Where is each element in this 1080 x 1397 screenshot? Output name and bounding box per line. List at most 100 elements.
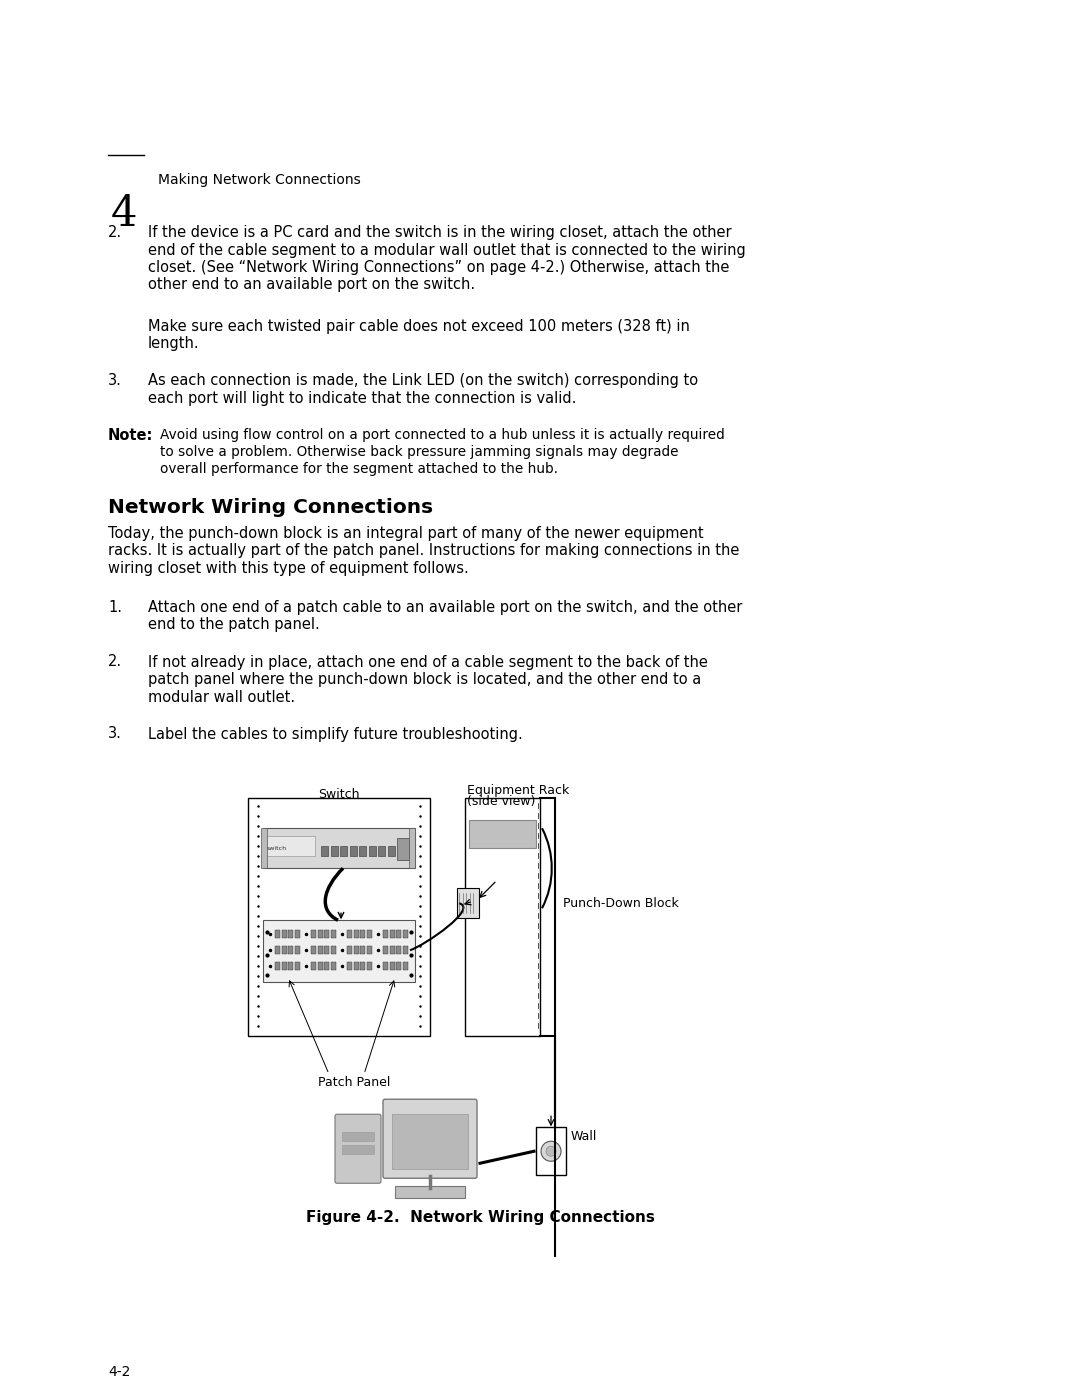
Text: Figure 4-2.  Network Wiring Connections: Figure 4-2. Network Wiring Connections <box>306 1210 654 1225</box>
Bar <box>388 847 394 856</box>
Bar <box>342 1132 374 1141</box>
Bar <box>318 930 323 939</box>
Text: Switch: Switch <box>319 788 360 802</box>
Bar <box>330 847 337 856</box>
Bar <box>340 847 347 856</box>
Bar <box>395 1186 465 1199</box>
Bar <box>457 888 480 918</box>
Bar <box>353 946 359 954</box>
Text: Punch-Down Block: Punch-Down Block <box>563 897 678 909</box>
Text: patch panel where the punch-down block is located, and the other end to a: patch panel where the punch-down block i… <box>148 672 701 687</box>
Bar <box>288 930 293 939</box>
Bar <box>366 963 372 971</box>
Text: As each connection is made, the Link LED (on the switch) corresponding to: As each connection is made, the Link LED… <box>148 373 698 388</box>
Bar <box>318 946 323 954</box>
Bar <box>347 930 352 939</box>
Bar <box>390 946 394 954</box>
Bar <box>275 930 280 939</box>
Bar <box>366 946 372 954</box>
Bar <box>353 963 359 971</box>
Bar <box>350 847 356 856</box>
Bar <box>360 930 365 939</box>
Text: 4-2: 4-2 <box>108 1365 131 1379</box>
Text: closet. (See “Network Wiring Connections” on page 4-2.) Otherwise, attach the: closet. (See “Network Wiring Connections… <box>148 260 729 275</box>
Bar <box>295 930 299 939</box>
Bar <box>360 946 365 954</box>
Bar <box>403 963 407 971</box>
Text: other end to an available port on the switch.: other end to an available port on the sw… <box>148 278 475 292</box>
Text: Making Network Connections: Making Network Connections <box>158 173 361 187</box>
Text: Today, the punch-down block is an integral part of many of the newer equipment: Today, the punch-down block is an integr… <box>108 527 704 541</box>
Bar <box>288 946 293 954</box>
Bar <box>282 930 286 939</box>
Bar <box>366 930 372 939</box>
Bar <box>288 963 293 971</box>
Bar <box>248 798 430 1037</box>
Bar <box>330 930 336 939</box>
Bar <box>396 963 401 971</box>
Text: 2.: 2. <box>108 655 122 669</box>
Bar <box>383 930 388 939</box>
Text: Avoid using flow control on a port connected to a hub unless it is actually requ: Avoid using flow control on a port conne… <box>160 427 725 441</box>
Text: Make sure each twisted pair cable does not exceed 100 meters (328 ft) in: Make sure each twisted pair cable does n… <box>148 319 690 334</box>
Text: 1.: 1. <box>108 599 122 615</box>
Bar <box>311 963 316 971</box>
Text: If the device is a PC card and the switch is in the wiring closet, attach the ot: If the device is a PC card and the switc… <box>148 225 731 240</box>
Bar <box>324 946 329 954</box>
Text: Attach one end of a patch cable to an available port on the switch, and the othe: Attach one end of a patch cable to an av… <box>148 599 742 615</box>
Text: end to the patch panel.: end to the patch panel. <box>148 617 320 633</box>
Bar <box>390 930 394 939</box>
Text: If not already in place, attach one end of a cable segment to the back of the: If not already in place, attach one end … <box>148 655 707 669</box>
Bar <box>396 930 401 939</box>
FancyBboxPatch shape <box>335 1115 381 1183</box>
Bar <box>392 1115 468 1169</box>
Bar <box>469 820 536 848</box>
Bar <box>330 946 336 954</box>
Text: 4: 4 <box>111 193 137 235</box>
Text: 2.: 2. <box>108 225 122 240</box>
Bar <box>324 930 329 939</box>
Text: Equipment Rack: Equipment Rack <box>467 784 569 798</box>
FancyBboxPatch shape <box>383 1099 477 1178</box>
Bar <box>282 963 286 971</box>
Text: Network Wiring Connections: Network Wiring Connections <box>108 497 433 517</box>
Bar <box>264 828 415 869</box>
Text: 3.: 3. <box>108 373 122 388</box>
Bar <box>403 946 407 954</box>
Bar <box>311 930 316 939</box>
Text: 3.: 3. <box>108 726 122 742</box>
Circle shape <box>546 1147 556 1157</box>
Bar <box>265 837 315 856</box>
Bar <box>359 847 366 856</box>
Circle shape <box>541 1141 561 1161</box>
Text: length.: length. <box>148 337 200 351</box>
Bar <box>342 1146 374 1154</box>
Bar <box>378 847 384 856</box>
Bar <box>321 847 328 856</box>
Bar <box>347 946 352 954</box>
Bar <box>261 828 267 869</box>
Bar <box>295 963 299 971</box>
Bar <box>465 798 540 1037</box>
Bar <box>330 963 336 971</box>
Bar <box>403 930 407 939</box>
Text: wiring closet with this type of equipment follows.: wiring closet with this type of equipmen… <box>108 562 469 576</box>
Text: switch: switch <box>267 847 287 851</box>
Bar <box>264 921 415 982</box>
Text: each port will light to indicate that the connection is valid.: each port will light to indicate that th… <box>148 391 577 405</box>
Bar <box>368 847 376 856</box>
Text: racks. It is actually part of the patch panel. Instructions for making connectio: racks. It is actually part of the patch … <box>108 543 740 559</box>
Bar <box>383 946 388 954</box>
Bar <box>275 946 280 954</box>
Text: overall performance for the segment attached to the hub.: overall performance for the segment atta… <box>160 462 558 476</box>
Bar <box>409 828 415 869</box>
Bar <box>396 946 401 954</box>
Text: end of the cable segment to a modular wall outlet that is connected to the wirin: end of the cable segment to a modular wa… <box>148 243 746 257</box>
Text: Label the cables to simplify future troubleshooting.: Label the cables to simplify future trou… <box>148 726 523 742</box>
Text: (side view): (side view) <box>467 795 536 809</box>
Bar <box>347 963 352 971</box>
Text: Note:: Note: <box>108 427 153 443</box>
Bar <box>311 946 316 954</box>
Bar <box>390 963 394 971</box>
Text: Wall: Wall <box>571 1130 597 1143</box>
